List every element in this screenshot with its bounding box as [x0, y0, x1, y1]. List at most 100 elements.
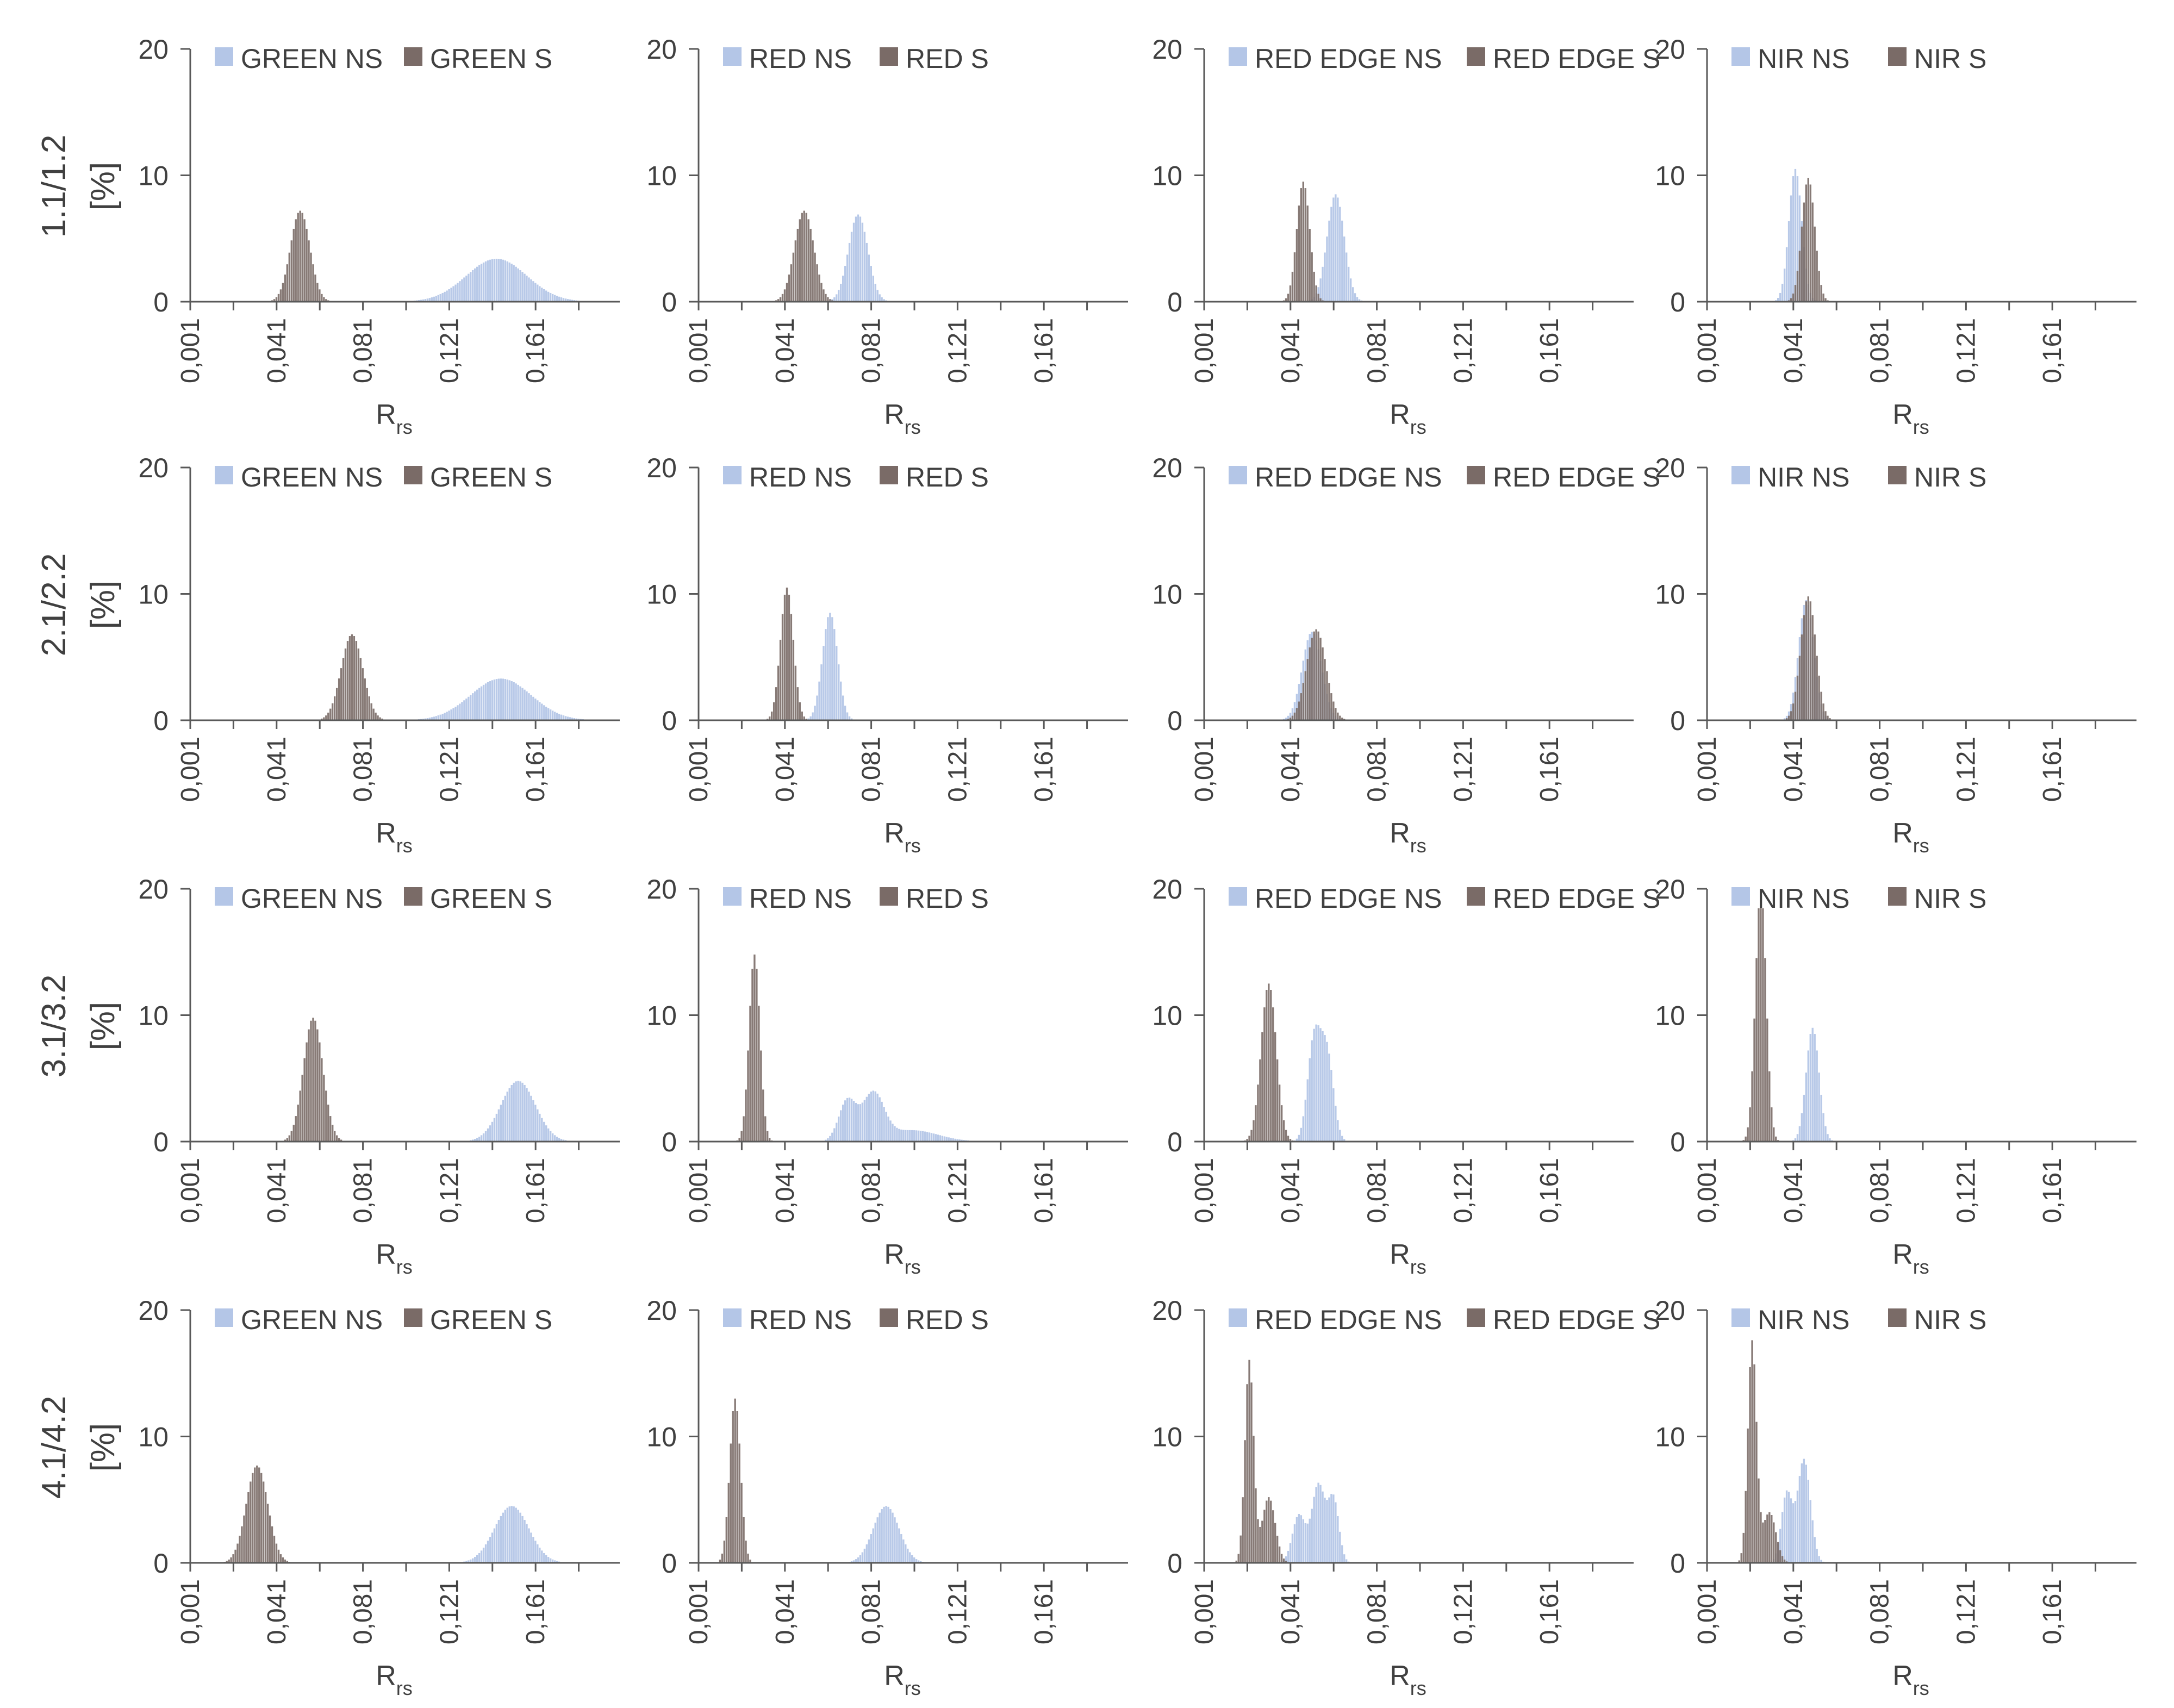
histogram-bar	[874, 1091, 876, 1142]
legend-label-s: RED EDGE S	[1493, 462, 1660, 493]
histogram-bar	[1341, 220, 1343, 302]
histogram-bar	[286, 1138, 289, 1142]
histogram-bar	[777, 665, 780, 720]
histogram-bar	[736, 1411, 738, 1563]
histogram-bar	[1317, 1025, 1319, 1142]
histogram-bar	[769, 1138, 771, 1142]
histogram-bar	[1285, 1130, 1287, 1142]
histogram-bar	[1263, 1007, 1266, 1142]
histogram-bar	[1335, 1502, 1337, 1563]
bars-group	[736, 954, 969, 1142]
legend-label-ns: RED EDGE NS	[1255, 43, 1442, 74]
histogram-bar	[1829, 718, 1831, 720]
legend-label-s: NIR S	[1914, 462, 1986, 493]
y-tick-label: 0	[153, 1548, 169, 1579]
histogram-bar	[1276, 1059, 1279, 1142]
histogram-bar	[321, 718, 323, 720]
legend-swatch-ns	[723, 466, 742, 484]
bars-group	[719, 1398, 924, 1563]
histogram-bar	[1781, 1512, 1784, 1563]
y-tick-label: 10	[646, 1001, 677, 1031]
histogram-bar	[459, 281, 461, 302]
histogram-bar	[1801, 1463, 1803, 1563]
x-axis-label-main: R	[1390, 1239, 1410, 1270]
histogram-bar	[842, 1105, 844, 1142]
legend-swatch-ns	[1229, 47, 1247, 66]
histogram-bar	[1762, 908, 1764, 1142]
x-axis-label: Rrs	[1892, 399, 1929, 435]
x-tick-label: 0,081	[349, 318, 378, 383]
x-tick-label: 0,041	[1779, 1158, 1808, 1223]
histogram-bar	[887, 1116, 889, 1142]
legend-swatch-ns	[723, 47, 742, 66]
histogram-bar	[1295, 229, 1298, 302]
series-s-bars	[719, 1398, 751, 1563]
histogram-bar	[1787, 715, 1790, 720]
histogram-bar	[468, 1560, 470, 1563]
histogram-bar	[517, 1081, 519, 1142]
histogram-bar	[1803, 1094, 1805, 1142]
histogram-bar	[1335, 1106, 1337, 1142]
x-tick-label: 0,001	[176, 1579, 205, 1644]
x-tick-label: 0,081	[857, 737, 886, 802]
histogram-bar	[911, 1555, 913, 1563]
histogram-bar	[1818, 1556, 1820, 1563]
histogram-bar	[513, 1082, 515, 1142]
histogram-bar	[814, 252, 816, 302]
legend: NIR NS NIR S	[1731, 1305, 1986, 1335]
legend-swatch-s	[880, 887, 898, 906]
histogram-bar	[1341, 1545, 1343, 1563]
x-tick-label: 0,121	[943, 737, 972, 802]
histogram-bar	[1766, 1018, 1768, 1142]
histogram-bar	[357, 648, 360, 720]
histogram-bar	[553, 1560, 556, 1563]
y-tick-label: 10	[1655, 161, 1685, 191]
x-tick-label: 0,081	[1363, 1158, 1392, 1223]
histogram-bar	[842, 276, 844, 302]
histogram-bar	[783, 595, 786, 720]
histogram-bar	[1263, 1510, 1266, 1563]
histogram-bar	[1237, 1554, 1239, 1563]
histogram-bar	[435, 716, 437, 720]
histogram-bar	[1775, 1136, 1777, 1142]
histogram-bar	[1313, 631, 1315, 720]
histogram-bar	[1324, 252, 1326, 302]
histogram-bar	[1253, 1120, 1255, 1142]
y-tick-label: 20	[1655, 453, 1685, 483]
y-tick-label: 20	[1655, 1295, 1685, 1326]
histogram-bar	[919, 1131, 922, 1142]
histogram-bar	[428, 298, 431, 302]
histogram-bar	[831, 617, 833, 720]
histogram-bar	[749, 1560, 751, 1563]
histogram-bar	[1811, 202, 1814, 302]
histogram-bar	[954, 1138, 956, 1142]
x-tick-label: 0,001	[176, 737, 205, 802]
histogram-bar	[1779, 292, 1781, 302]
bars-group	[1235, 1360, 1350, 1563]
histogram-bar	[892, 1124, 894, 1142]
histogram-bar	[1755, 958, 1758, 1142]
histogram-bar	[1315, 1024, 1317, 1142]
x-axis-label-subscript: rs	[1913, 1677, 1929, 1696]
row-label-3: 3.1/3.2 [%]	[35, 975, 122, 1078]
histogram-bar	[353, 636, 356, 720]
histogram-bar	[1322, 1491, 1324, 1563]
histogram-bar	[519, 1081, 521, 1142]
histogram-bar	[308, 1029, 310, 1142]
histogram-panel-r3-c3: 0 10 20 0,001 0,041 0,081 0,121 0,161 Rrs RED EDG…	[1152, 874, 1660, 1275]
histogram-bar	[1287, 1136, 1290, 1142]
legend-label-s: GREEN S	[430, 883, 552, 914]
histogram-bar	[956, 1139, 958, 1142]
histogram-bar	[431, 717, 433, 720]
histogram-bar	[1291, 1534, 1294, 1563]
histogram-bar	[857, 1104, 859, 1142]
histogram-bar	[556, 1137, 558, 1142]
x-axis-label-subscript: rs	[1410, 416, 1427, 435]
histogram-bar	[1337, 1516, 1339, 1563]
x-tick-label: 0,081	[1363, 318, 1392, 383]
histogram-bar	[325, 715, 327, 720]
histogram-bar	[1745, 1136, 1747, 1142]
histogram-bar	[743, 1116, 745, 1142]
x-tick-label: 0,041	[1276, 1158, 1305, 1223]
